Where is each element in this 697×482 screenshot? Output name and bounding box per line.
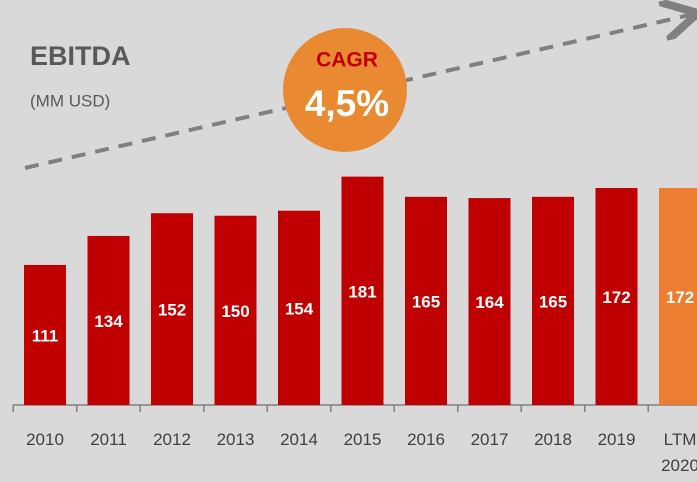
bar bbox=[214, 215, 257, 405]
value-label: 181 bbox=[348, 282, 376, 301]
value-label: 154 bbox=[285, 299, 314, 318]
bar bbox=[532, 196, 574, 405]
cagr-label: CAGR bbox=[316, 49, 378, 72]
bar bbox=[24, 264, 66, 405]
bar bbox=[151, 213, 193, 405]
bar bbox=[595, 187, 638, 405]
bar bbox=[659, 187, 697, 405]
bar bbox=[468, 198, 511, 405]
x-tick-label: 2012 bbox=[153, 430, 191, 449]
x-tick-label: 2013 bbox=[216, 430, 255, 449]
x-tick-label: LTM 2020 bbox=[661, 430, 697, 475]
value-label: 152 bbox=[158, 301, 186, 320]
bar bbox=[405, 196, 447, 405]
x-tick-label: 2011 bbox=[90, 430, 127, 449]
x-tick-label: 2016 bbox=[407, 430, 445, 449]
x-tick-label: 2019 bbox=[597, 430, 636, 449]
x-tick-label: 2018 bbox=[534, 430, 572, 449]
value-label: 165 bbox=[412, 292, 440, 311]
bar bbox=[341, 176, 384, 405]
x-tick-label: 2017 bbox=[470, 430, 509, 449]
cagr-value: 4,5% bbox=[305, 83, 389, 124]
value-label: 172 bbox=[602, 288, 630, 307]
x-tick-label: 2010 bbox=[26, 430, 64, 449]
bar bbox=[278, 210, 320, 405]
x-tick-label: 2015 bbox=[343, 430, 382, 449]
value-label: 165 bbox=[539, 292, 567, 311]
x-tick-label: 2014 bbox=[280, 430, 318, 449]
chart-subtitle: (MM USD) bbox=[30, 91, 110, 110]
value-label: 172 bbox=[666, 288, 694, 307]
value-label: 164 bbox=[475, 293, 504, 312]
cagr-badge bbox=[283, 28, 407, 152]
value-label: 150 bbox=[221, 302, 249, 321]
value-label: 134 bbox=[94, 312, 123, 331]
bar bbox=[87, 235, 130, 405]
value-label: 111 bbox=[32, 326, 59, 345]
chart-title: EBITDA bbox=[30, 41, 131, 71]
